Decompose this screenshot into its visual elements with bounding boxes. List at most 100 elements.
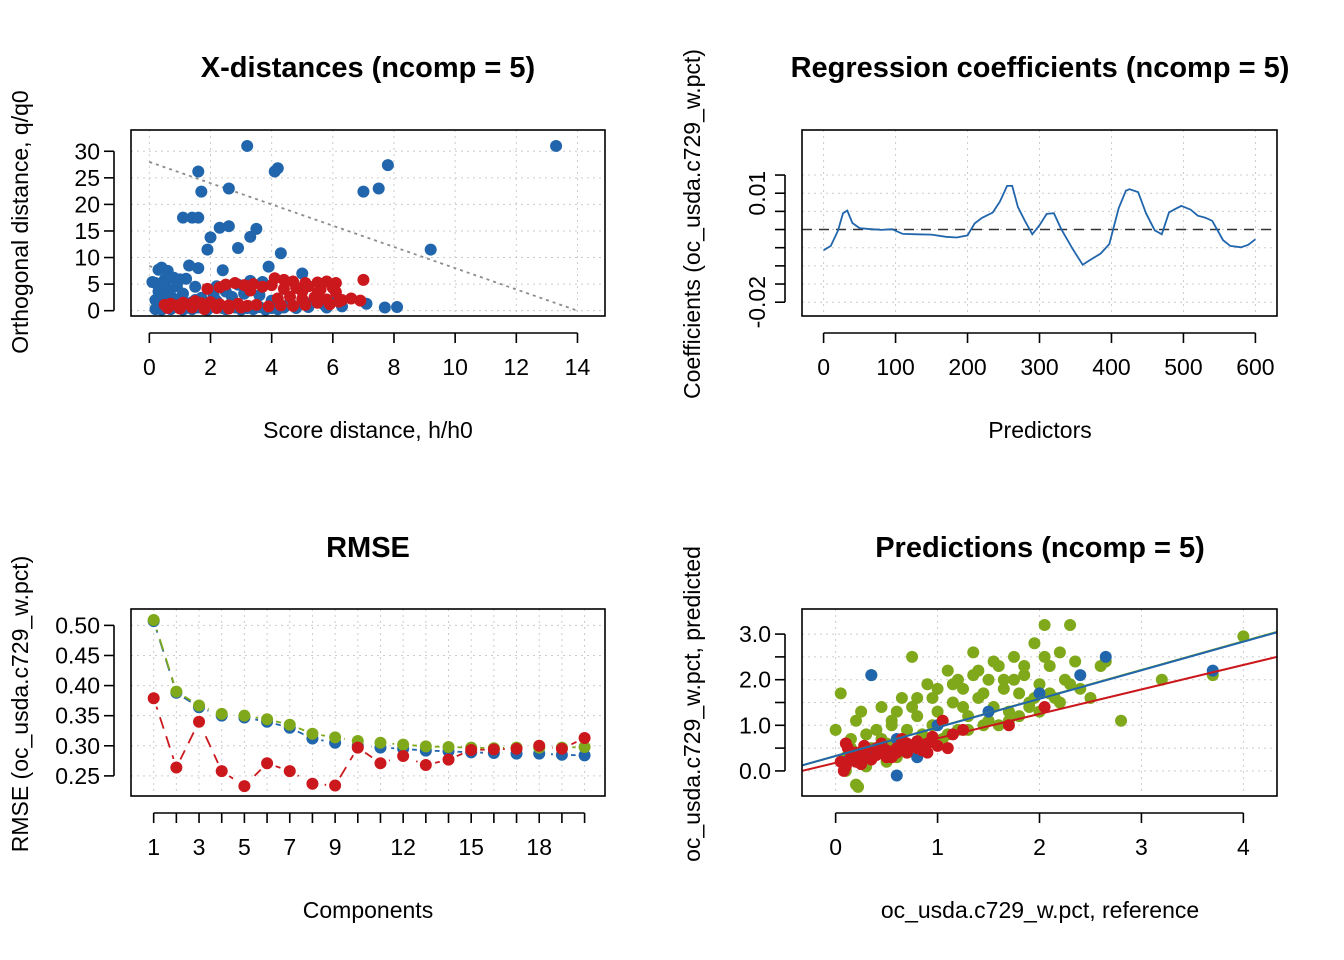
predictions-cv-point-35 [1008, 650, 1021, 663]
predictions-cv-point-30 [982, 673, 995, 686]
predictions-cv-point-42 [1043, 660, 1056, 673]
regcoeffs-x-tick-label-4: 400 [1092, 354, 1130, 380]
xdist-cal-point-26 [296, 267, 309, 280]
xdist-cal-point-67 [378, 301, 391, 314]
predictions-cv-point-98 [1008, 673, 1021, 686]
predictions-cv-point-9 [875, 701, 888, 714]
predictions-cv-point-13 [895, 691, 908, 704]
xdist-x-tick-label-1: 2 [204, 354, 217, 380]
rmse-test-point-4 [238, 780, 251, 793]
xdist-test-point-53 [235, 301, 248, 314]
rmse-cv-point-7 [306, 727, 319, 740]
xdist-cal-point-18 [244, 230, 257, 243]
predictions-cv-point-37 [1018, 669, 1031, 682]
rmse-cv-point-2 [193, 699, 206, 712]
predictions-cv-point-80 [855, 705, 868, 718]
xdist-cal-point-98 [189, 280, 202, 293]
xdist-cal-point-23 [192, 262, 205, 275]
predictions-cal-point-9 [865, 669, 878, 682]
predictions-cv-point-53 [1155, 673, 1168, 686]
predictions-cv-point-44 [1053, 646, 1066, 659]
x-distances-xlabel: Score distance, h/h0 [263, 417, 473, 443]
x-distances-title: X-distances (ncomp = 5) [201, 52, 535, 84]
rmse-cv-point-13 [442, 740, 455, 753]
xdist-marks [146, 139, 578, 316]
predictions-y-tick-label-0: 0.0 [739, 758, 771, 784]
regcoeffs-y-tick-label-0: -0.02 [744, 276, 770, 328]
predictions-cv-point-22 [941, 664, 954, 677]
xdist-y-tick-label-6: 30 [74, 138, 100, 164]
panel-rmse: RMSE Components RMSE (oc_usda.c729_w.pct… [7, 532, 606, 923]
xdist-test-point-54 [271, 292, 284, 305]
predictions-cv-point-47 [1069, 655, 1082, 668]
predictions-cv-point-23 [946, 696, 959, 709]
regcoeffs-marks [802, 184, 1277, 267]
xdist-test-point-55 [284, 290, 297, 303]
xdist-test-point-38 [262, 300, 275, 313]
predictions-x-tick-label-0: 0 [829, 834, 842, 860]
xdist-cal-point-0 [241, 139, 254, 152]
rmse-cv-point-4 [238, 709, 251, 722]
rmse-test-point-16 [510, 742, 523, 755]
rmse-y-tick-label-0: 0.25 [55, 763, 100, 789]
predictions-cal-fit-line [802, 631, 1277, 767]
xdist-cal-point-7 [222, 182, 235, 195]
rmse-test-point-7 [306, 777, 319, 790]
predictions-test-point-19 [931, 739, 944, 752]
xdist-cal-point-20 [232, 241, 245, 254]
predictions-cv-point-25 [957, 682, 970, 695]
predictions-test-point-35 [921, 746, 934, 759]
predictions-cv-point-71 [890, 705, 903, 718]
xdist-test-point-1 [277, 273, 290, 286]
xdist-test-point-13 [265, 279, 278, 292]
rmse-title: RMSE [326, 532, 410, 564]
predictions-cv-point-27 [967, 646, 980, 659]
xdist-test-point-21 [244, 284, 257, 297]
predictions-cv-point-70 [870, 723, 883, 736]
rmse-test-point-9 [351, 741, 364, 754]
predictions-cv-point-4 [850, 714, 863, 727]
predictions-cv-point-55 [1237, 630, 1250, 643]
xdist-x-tick-label-7: 14 [565, 354, 591, 380]
regcoeffs-x-tick-label-1: 100 [876, 354, 914, 380]
xdist-test-point-9 [228, 277, 241, 290]
xdist-test-point-45 [345, 292, 358, 305]
rmse-test-point-3 [215, 765, 228, 778]
predictions-cv-point-86 [977, 687, 990, 700]
predictions-title: Predictions (ncomp = 5) [875, 532, 1205, 564]
rmse-cv-line [152, 619, 585, 750]
predictions-test-point-20 [936, 714, 949, 727]
xdist-test-point-46 [354, 294, 367, 307]
panel-predictions: Predictions (ncomp = 5) oc_usda.c729_w.p… [679, 532, 1278, 923]
xdist-test-point-59 [332, 295, 345, 308]
xdist-y-tick-label-2: 10 [74, 245, 100, 271]
regcoeffs-x-tick-label-6: 600 [1236, 354, 1274, 380]
rmse-cv-point-10 [374, 736, 387, 749]
predictions-cv-point-18 [921, 678, 934, 691]
xdist-test-point-20 [213, 281, 226, 294]
xdist-test-point-56 [296, 292, 309, 305]
predictions-cv-point-0 [829, 723, 842, 736]
xdist-test-point-57 [308, 291, 321, 304]
predictions-cv-point-52 [1115, 714, 1128, 727]
predictions-x-tick-label-1: 1 [931, 834, 944, 860]
rmse-cv-point-0 [147, 613, 160, 626]
rmse-test-point-15 [487, 743, 500, 756]
xdist-test-point-12 [256, 280, 269, 293]
regression-coefficients-xlabel: Predictors [988, 417, 1092, 443]
predictions-cv-point-92 [885, 714, 898, 727]
predictions-test-point-34 [911, 742, 924, 755]
regcoeffs-x-tick-label-0: 0 [817, 354, 830, 380]
rmse-cal-line [152, 620, 585, 757]
xdist-limit-line-0 [149, 161, 578, 312]
rmse-test-point-0 [147, 692, 160, 705]
predictions-cv-point-14 [900, 723, 913, 736]
rmse-x-tick-label-8: 9 [329, 834, 342, 860]
xdist-cal-point-10 [424, 243, 437, 256]
rmse-y-tick-label-2: 0.35 [55, 703, 100, 729]
xdist-test-point-47 [161, 302, 174, 315]
xdist-cal-point-22 [183, 259, 196, 272]
rmse-test-point-2 [193, 715, 206, 728]
xdist-x-tick-label-6: 12 [504, 354, 530, 380]
